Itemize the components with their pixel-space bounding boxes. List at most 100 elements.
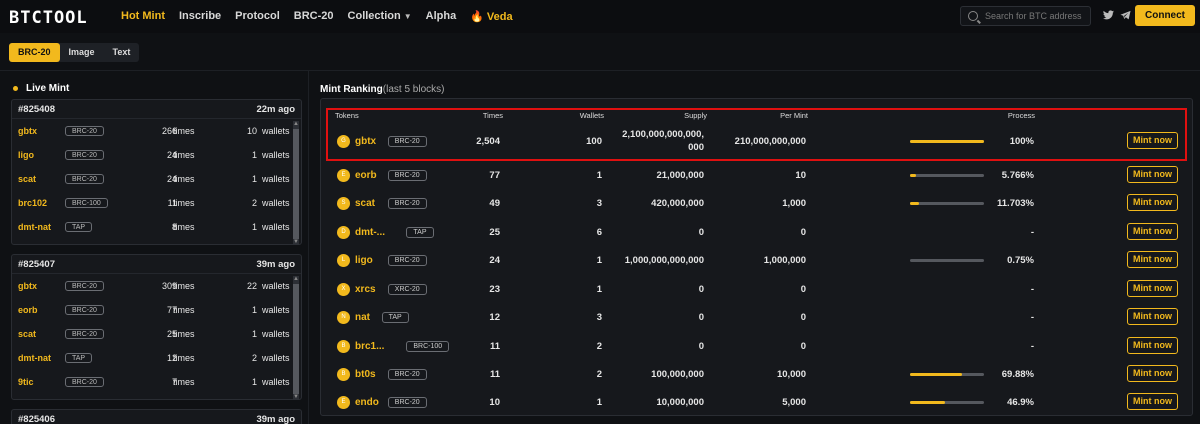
wallets-count: 10 bbox=[246, 126, 257, 136]
token-name[interactable]: brc1... bbox=[355, 341, 385, 352]
wallets-unit: wallets bbox=[262, 150, 290, 160]
nav-brc20[interactable]: BRC-20 bbox=[293, 10, 334, 22]
per-mint-value: 0 bbox=[800, 312, 806, 323]
token-name[interactable]: eorb bbox=[355, 170, 377, 181]
scrollbar-thumb[interactable] bbox=[293, 284, 299, 394]
supply-value: 10,000,000 bbox=[656, 397, 704, 408]
tab-brc20[interactable]: BRC-20 bbox=[9, 43, 60, 62]
block-number[interactable]: #825408 bbox=[18, 103, 55, 115]
wallets-count: 22 bbox=[246, 281, 257, 291]
token-name[interactable]: bt0s bbox=[355, 369, 376, 380]
ranking-title-text: Mint Ranking bbox=[320, 84, 383, 95]
progress-fill bbox=[910, 202, 919, 205]
protocol-badge: BRC-20 bbox=[65, 329, 104, 339]
highlight-box bbox=[326, 108, 1187, 161]
telegram-icon[interactable] bbox=[1120, 10, 1131, 23]
block-number[interactable]: #825406 bbox=[18, 413, 55, 424]
progress-bar bbox=[910, 140, 984, 143]
search-box[interactable] bbox=[960, 6, 1091, 26]
mint-now-button[interactable]: Mint now bbox=[1127, 308, 1178, 325]
token-name[interactable]: dmt-nat bbox=[18, 222, 51, 232]
token-name[interactable]: ligo bbox=[18, 150, 34, 160]
process-value: 5.766% bbox=[1001, 170, 1034, 181]
process-value: - bbox=[1030, 341, 1034, 352]
token-name[interactable]: scat bbox=[18, 174, 37, 184]
scrollbar-thumb[interactable] bbox=[293, 129, 299, 239]
mint-now-button[interactable]: Mint now bbox=[1127, 166, 1178, 183]
times-unit: times bbox=[173, 281, 195, 291]
scroll-down-icon[interactable]: ▼ bbox=[293, 394, 299, 400]
protocol-badge: BRC-20 bbox=[387, 255, 427, 266]
logo[interactable]: BTCTOOL bbox=[9, 8, 88, 28]
token-name[interactable]: gbtx bbox=[18, 281, 37, 291]
search-input[interactable] bbox=[985, 11, 1090, 21]
block-card: #825407 39m ago gbtx BRC-20 309 times 22 wallet… bbox=[11, 254, 302, 400]
times-value: 25 bbox=[489, 227, 500, 238]
token-name[interactable]: nat bbox=[355, 312, 370, 323]
times-unit: times bbox=[173, 329, 195, 339]
protocol-badge: TAP bbox=[65, 222, 93, 232]
token-name[interactable]: brc102 bbox=[18, 198, 48, 208]
coin-icon: B bbox=[337, 340, 350, 353]
mint-now-button[interactable]: Mint now bbox=[1127, 251, 1178, 268]
mint-now-button[interactable]: Mint now bbox=[1127, 194, 1178, 211]
nav-veda[interactable]: 🔥 Veda bbox=[470, 10, 512, 23]
header-per-mint: Per Mint bbox=[780, 111, 808, 120]
nav-protocol[interactable]: Protocol bbox=[235, 10, 280, 22]
divider bbox=[0, 70, 1200, 71]
protocol-badge: BRC-20 bbox=[65, 150, 104, 160]
times-unit: times bbox=[173, 377, 195, 387]
nav-inscribe[interactable]: Inscribe bbox=[178, 10, 222, 22]
token-name[interactable]: ligo bbox=[355, 255, 373, 266]
tab-text[interactable]: Text bbox=[112, 47, 131, 57]
connect-button[interactable]: Connect bbox=[1135, 5, 1195, 26]
supply-value: 0 bbox=[698, 341, 704, 352]
protocol-badge: BRC-20 bbox=[387, 198, 427, 209]
wallets-unit: wallets bbox=[262, 222, 290, 232]
scroll-down-icon[interactable]: ▼ bbox=[293, 239, 299, 245]
search-icon bbox=[968, 11, 978, 21]
wallets-count: 1 bbox=[251, 222, 257, 232]
wallets-count: 1 bbox=[251, 305, 257, 315]
nav-hot-mint[interactable]: Hot Mint bbox=[121, 10, 165, 22]
list-item: scat BRC-20 25 times 1 wallets bbox=[12, 322, 301, 346]
token-name[interactable]: 9tic bbox=[18, 377, 34, 387]
mint-now-button[interactable]: Mint now bbox=[1127, 223, 1178, 240]
per-mint-value: 10 bbox=[795, 170, 806, 181]
scrollbar[interactable]: ▲ ▼ bbox=[293, 276, 299, 400]
token-name[interactable]: endo bbox=[355, 397, 379, 408]
twitter-icon[interactable] bbox=[1103, 10, 1114, 23]
wallets-unit: wallets bbox=[262, 126, 290, 136]
times-value: 49 bbox=[489, 198, 500, 209]
token-name[interactable]: gbtx bbox=[355, 136, 377, 147]
scrollbar[interactable]: ▲ ▼ bbox=[293, 121, 299, 245]
mint-now-button[interactable]: Mint now bbox=[1127, 393, 1178, 410]
protocol-badge: BRC-100 bbox=[406, 341, 450, 352]
token-name[interactable]: scat bbox=[355, 198, 376, 209]
progress-bar bbox=[910, 401, 984, 404]
list-item: eorb BRC-20 77 times 1 wallets bbox=[12, 298, 301, 322]
mint-now-button[interactable]: Mint now bbox=[1127, 337, 1178, 354]
live-mint-label: Live Mint bbox=[26, 83, 70, 94]
wallets-count: 1 bbox=[251, 174, 257, 184]
tab-image[interactable]: Image bbox=[68, 47, 95, 57]
mint-now-button[interactable]: Mint now bbox=[1127, 132, 1178, 149]
mint-now-button[interactable]: Mint now bbox=[1127, 280, 1178, 297]
token-name[interactable]: dmt-... bbox=[355, 227, 385, 238]
live-mint-title: Live Mint bbox=[13, 83, 69, 94]
nav-alpha[interactable]: Alpha bbox=[425, 10, 457, 22]
scroll-up-icon[interactable]: ▲ bbox=[293, 121, 299, 127]
mint-now-button[interactable]: Mint now bbox=[1127, 365, 1178, 382]
block-number[interactable]: #825407 bbox=[18, 258, 55, 270]
token-name[interactable]: xrcs bbox=[355, 284, 376, 295]
token-name[interactable]: eorb bbox=[18, 305, 38, 315]
scroll-up-icon[interactable]: ▲ bbox=[293, 276, 299, 282]
list-item: gbtx BRC-20 309 times 22 wallets bbox=[12, 274, 301, 298]
token-name[interactable]: scat bbox=[18, 329, 37, 339]
token-name[interactable]: gbtx bbox=[18, 126, 37, 136]
nav-collection[interactable]: Collection ▼ bbox=[348, 10, 412, 23]
token-name[interactable]: dmt-nat bbox=[18, 353, 51, 363]
top-nav: BTCTOOL Hot Mint Inscribe Protocol BRC-2… bbox=[0, 0, 1200, 33]
